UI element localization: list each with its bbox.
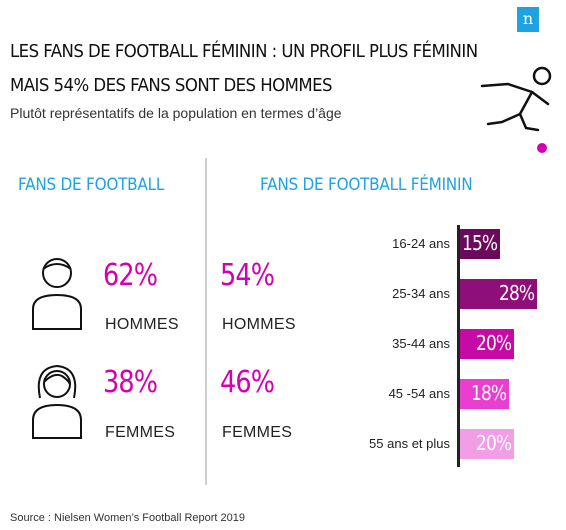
chart-axis	[457, 225, 460, 467]
age-category-label: 55 ans et plus	[369, 436, 450, 451]
womens-fans-women-pct: 46%	[220, 365, 275, 400]
title-line-1: LES FANS DE FOOTBALL FÉMININ : UN PROFIL…	[10, 41, 478, 62]
womens-fans-women-label: FEMMES	[222, 424, 293, 441]
source-note: Source : Nielsen Women’s Football Report…	[10, 512, 245, 524]
football-fans-women-label: FEMMES	[105, 424, 176, 441]
age-category-label: 45 -54 ans	[388, 386, 450, 401]
section-divider	[205, 158, 207, 485]
football-fans-men-label: HOMMES	[105, 316, 179, 333]
woman-icon	[32, 364, 82, 439]
age-bar-value-label: 28%	[499, 281, 535, 305]
title-line-2: MAIS 54% DES FANS SONT DES HOMMES	[10, 75, 333, 96]
age-bar-value-label: 18%	[471, 381, 507, 405]
age-bar	[458, 379, 509, 409]
age-bar	[458, 329, 514, 359]
football-fans-women-pct: 38%	[103, 365, 158, 400]
age-category-label: 16-24 ans	[392, 236, 450, 251]
man-icon	[32, 258, 82, 330]
age-category-label: 35-44 ans	[392, 336, 450, 351]
womens-fans-men-label: HOMMES	[222, 316, 296, 333]
age-bar-value-label: 20%	[476, 431, 512, 455]
age-bar	[458, 229, 500, 259]
subtitle: Plutôt représentatifs de la population e…	[10, 105, 342, 121]
football-fans-men-pct: 62%	[103, 258, 158, 293]
nielsen-logo: n	[517, 7, 539, 32]
age-bar-value-label: 20%	[476, 331, 512, 355]
age-category-label: 25-34 ans	[392, 286, 450, 301]
football-player-icon	[480, 66, 552, 153]
age-bar	[458, 429, 514, 459]
womens-football-fans-heading: FANS DE FOOTBALL FÉMININ	[260, 175, 473, 195]
age-bar	[458, 279, 537, 309]
football-fans-heading: FANS DE FOOTBALL	[18, 175, 165, 195]
womens-fans-men-pct: 54%	[220, 258, 275, 293]
age-bar-value-label: 15%	[462, 231, 498, 255]
